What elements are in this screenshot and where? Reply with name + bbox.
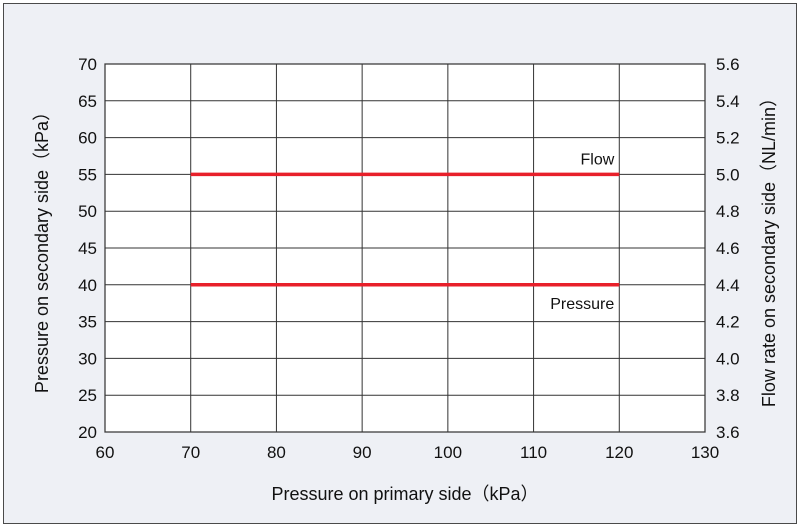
x-tick-label: 60 [96,443,115,462]
x-axis-title: Pressure on primary side（kPa） [271,484,538,504]
y2-tick-label: 4.0 [716,349,740,368]
y2-tick-label: 5.4 [716,92,740,111]
y-axis-title: Pressure on secondary side（kPa） [32,103,52,393]
y2-tick-label: 4.8 [716,202,740,221]
y-tick-label: 60 [78,129,97,148]
x-tick-label: 80 [267,443,286,462]
x-tick-label: 110 [520,443,547,462]
y2-tick-label: 3.6 [716,423,740,442]
y-tick-label: 40 [78,276,97,295]
x-tick-label: 100 [434,443,462,462]
y2-tick-label: 5.0 [716,165,740,184]
y-tick-label: 30 [78,349,97,368]
y2-tick-label: 4.4 [716,276,740,295]
y2-tick-label: 5.2 [716,129,740,148]
y2-tick-label: 5.6 [716,55,740,74]
y2-tick-label: 4.2 [716,313,740,332]
y2-axis-title: Flow rate on secondary side（NL/min） [759,89,779,407]
y-tick-labels: 20 25 30 35 40 45 50 55 60 65 70 [78,55,97,442]
series-lines [190,172,620,287]
x-tick-labels: 60 70 80 90 100 110 120 130 [96,443,720,462]
series-labels: Flow Pressure [550,151,614,312]
y-tick-label: 20 [78,423,97,442]
y-tick-label: 70 [78,55,97,74]
y-tick-label: 45 [78,239,97,258]
y2-tick-label: 4.6 [716,239,740,258]
series-label-pressure: Pressure [550,296,614,313]
y-tick-label: 50 [78,202,97,221]
y2-tick-label: 3.8 [716,386,740,405]
y-tick-label: 35 [78,313,97,332]
x-tick-label: 120 [605,443,633,462]
x-tick-label: 90 [353,443,372,462]
y-tick-label: 55 [78,165,97,184]
x-tick-label: 70 [181,443,200,462]
y-tick-label: 25 [78,386,97,405]
x-tick-label: 130 [691,443,719,462]
series-label-flow: Flow [581,151,615,168]
y-tick-label: 65 [78,92,97,111]
y2-tick-labels: 3.6 3.8 4.0 4.2 4.4 4.6 4.8 5.0 5.2 5.4 5.6 [716,55,740,442]
